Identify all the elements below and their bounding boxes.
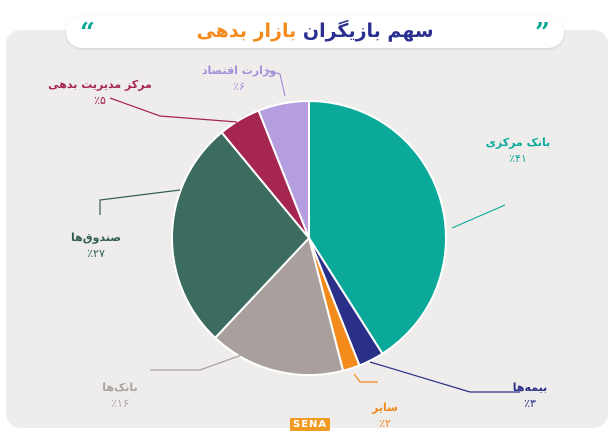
leader-line xyxy=(109,97,238,123)
slice-value: ٪۲ xyxy=(379,417,391,430)
pie-slice xyxy=(257,99,310,239)
sena-logo: SENA xyxy=(290,418,331,431)
leader-line xyxy=(264,69,286,97)
quote-mark-icon: “ xyxy=(80,18,95,48)
leader-line xyxy=(99,189,181,215)
leader-line xyxy=(451,204,506,229)
slice-label: بیمه‌ها xyxy=(513,381,547,394)
title-banner: “ سهم بازیگران بازار بدهی ” xyxy=(66,16,564,48)
slice-value: ٪۱۶ xyxy=(111,397,129,410)
slice-value: ٪۵ xyxy=(94,94,106,107)
slice-label: سایر xyxy=(371,401,398,414)
slice-value: ٪۶ xyxy=(233,80,245,93)
slice-value: ٪۴۱ xyxy=(509,152,527,165)
slice-label: بانک‌ها xyxy=(102,381,137,394)
quote-mark-icon: ” xyxy=(535,18,550,48)
slice-value: ٪۲۷ xyxy=(87,247,105,260)
title-main: سهم بازیگران xyxy=(302,20,434,42)
chart-title: سهم بازیگران بازار بدهی xyxy=(66,20,564,42)
leader-line xyxy=(369,361,520,393)
title-accent: بازار بدهی xyxy=(196,20,297,42)
slice-label: بانک مرکزی xyxy=(486,136,550,149)
slice-label: وزارت اقتصاد xyxy=(202,64,276,77)
leader-line xyxy=(353,373,378,383)
slice-label: مرکز مدیریت بدهی xyxy=(48,78,152,91)
pie-slice xyxy=(213,235,345,376)
leader-line xyxy=(150,351,251,371)
slice-label: صندوق‌ها xyxy=(71,231,121,244)
pie-slice xyxy=(171,131,311,340)
slice-value: ٪۳ xyxy=(524,397,536,410)
